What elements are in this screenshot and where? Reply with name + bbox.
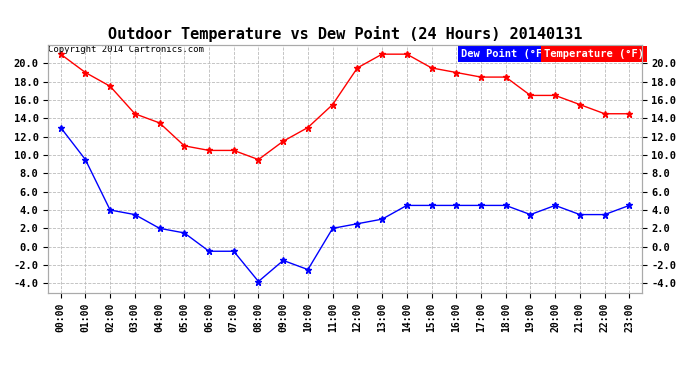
Text: Dew Point (°F): Dew Point (°F) [461,49,549,59]
Text: Copyright 2014 Cartronics.com: Copyright 2014 Cartronics.com [48,45,204,54]
Text: Temperature (°F): Temperature (°F) [544,49,644,59]
Title: Outdoor Temperature vs Dew Point (24 Hours) 20140131: Outdoor Temperature vs Dew Point (24 Hou… [108,27,582,42]
